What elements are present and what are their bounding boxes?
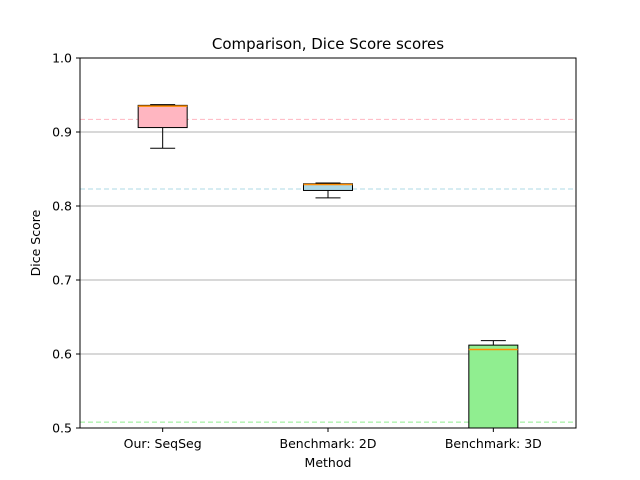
y-tick-label: 0.7 <box>52 273 72 288</box>
box-3 <box>468 340 519 429</box>
x-axis-label: Method <box>305 455 352 470</box>
x-tick-label: Our: SeqSeg <box>124 436 202 451</box>
box-body <box>137 104 188 129</box>
y-axis-ticks: 0.5 0.6 0.7 0.8 0.9 1.0 <box>52 51 80 436</box>
chart-title: Comparison, Dice Score scores <box>212 35 444 53</box>
y-tick-label: 0.6 <box>52 347 72 362</box>
box-series <box>137 104 519 429</box>
y-tick-label: 0.8 <box>52 199 72 214</box>
box-2 <box>303 182 353 199</box>
x-axis-ticks: Our: SeqSeg Benchmark: 2D Benchmark: 3D <box>124 428 542 451</box>
x-tick-label: Benchmark: 3D <box>445 436 542 451</box>
box-1 <box>137 104 188 149</box>
box-body <box>468 344 519 429</box>
y-tick-label: 0.5 <box>52 421 72 436</box>
x-tick-label: Benchmark: 2D <box>280 436 377 451</box>
y-axis-label: Dice Score <box>28 209 43 276</box>
y-tick-label: 0.9 <box>52 125 72 140</box>
y-tick-label: 1.0 <box>52 51 72 66</box>
